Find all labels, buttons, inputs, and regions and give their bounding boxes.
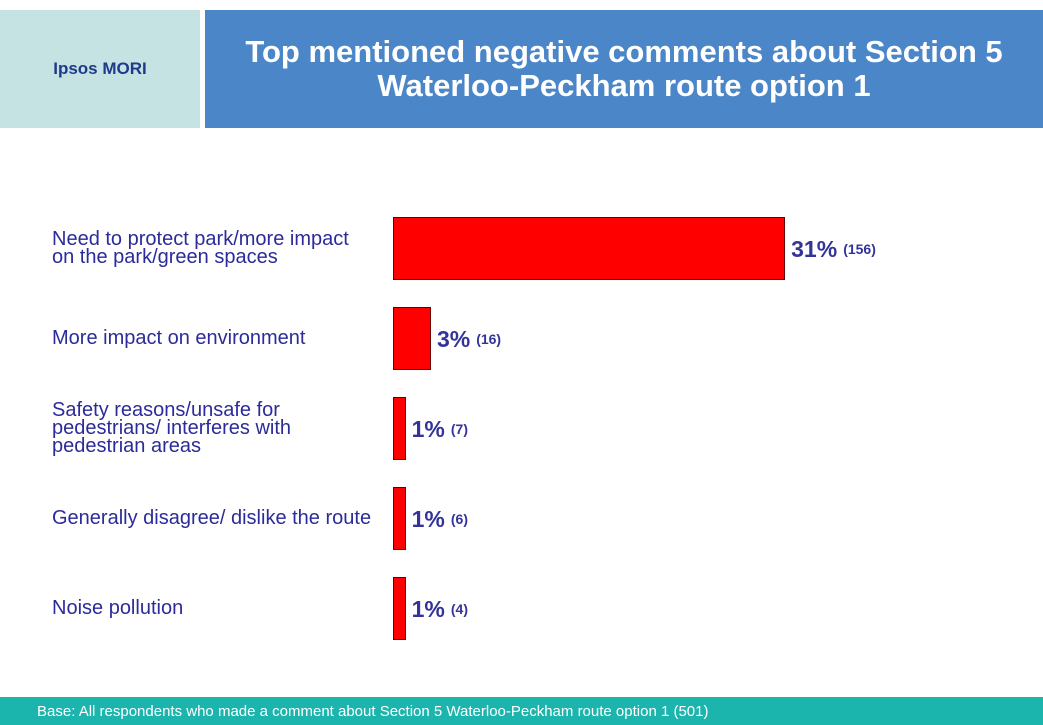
brand-panel: Ipsos MORI: [0, 10, 200, 128]
count-label: (16): [476, 331, 502, 347]
category-label: Generally disagree/ dislike the route: [52, 507, 372, 529]
data-label: 31% (156): [791, 217, 876, 281]
category-label: Safety reasons/unsafe for pedestrians/ i…: [52, 399, 292, 457]
data-label: 1% (6): [412, 487, 468, 551]
chart-title: Top mentioned negative comments about Se…: [245, 34, 1003, 103]
data-label: 1% (7): [412, 397, 468, 461]
category-label: More impact on environment: [52, 327, 306, 349]
category-label: Need to protect park/more impact on the …: [52, 228, 349, 268]
title-panel: Top mentioned negative comments about Se…: [205, 10, 1043, 128]
count-label: (7): [450, 421, 469, 437]
data-label: 3% (16): [437, 307, 501, 371]
count-label: (156): [843, 241, 876, 257]
bar: [393, 397, 406, 460]
brand: Ipsos MORI: [53, 59, 147, 78]
data-label: 1% (4): [412, 577, 468, 641]
value-label: 1%: [411, 505, 445, 532]
bar: [393, 487, 406, 550]
value-label: 1%: [411, 595, 445, 622]
bar: [393, 577, 406, 640]
bar: [393, 217, 786, 280]
value-label: 3%: [436, 325, 471, 352]
category-label: Noise pollution: [52, 597, 184, 619]
footer: Base: All respondents who made a comment…: [37, 702, 709, 720]
footer-panel: Base: All respondents who made a comment…: [0, 697, 1043, 725]
bar: [393, 307, 431, 370]
value-label: 1%: [411, 415, 445, 442]
count-label: (4): [450, 601, 469, 617]
value-label: 31%: [791, 235, 838, 262]
count-label: (6): [450, 511, 469, 527]
